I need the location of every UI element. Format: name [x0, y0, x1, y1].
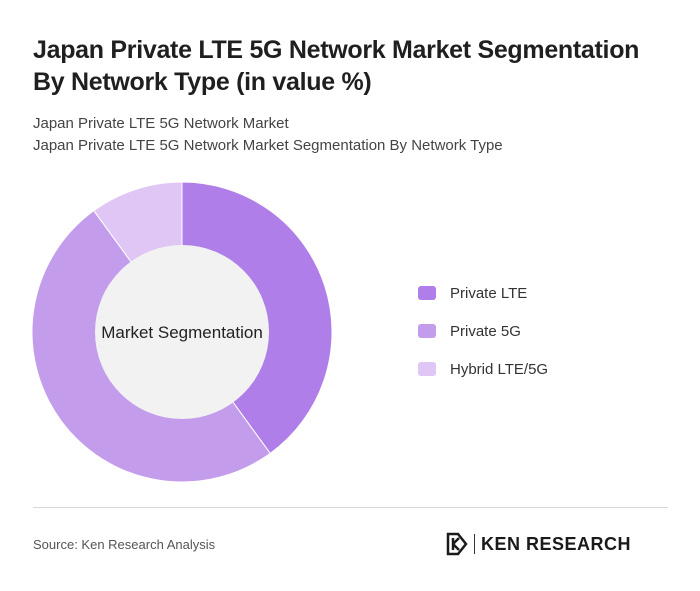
chart-legend: Private LTE Private 5G Hybrid LTE/5G: [418, 283, 548, 397]
source-note: Source: Ken Research Analysis: [33, 537, 216, 552]
donut-hole: [95, 245, 269, 419]
brand-separator: [474, 534, 475, 554]
legend-swatch-private-lte: [418, 286, 436, 300]
ken-logo-icon: [446, 532, 468, 556]
legend-item-hybrid: Hybrid LTE/5G: [418, 359, 548, 379]
donut-center-label: Market Segmentation: [101, 323, 263, 342]
legend-swatch-hybrid: [418, 362, 436, 376]
legend-label-private-5g: Private 5G: [450, 322, 521, 340]
legend-item-private-5g: Private 5G: [418, 321, 548, 341]
brand-name: KEN RESEARCH: [481, 533, 632, 554]
footer-divider: [33, 507, 668, 508]
legend-label-hybrid: Hybrid LTE/5G: [450, 360, 549, 378]
legend-label-private-lte: Private LTE: [450, 284, 528, 302]
legend-swatch-private-5g: [418, 324, 436, 338]
chart-area: Market Segmentation Private LTE Private …: [0, 170, 700, 490]
legend-item-private-lte: Private LTE: [418, 283, 548, 303]
brand-logo[interactable]: KEN RESEARCH: [446, 531, 631, 557]
subtitle-line-2: Japan Private LTE 5G Network Market Segm…: [33, 137, 503, 154]
subtitle-line-1: Japan Private LTE 5G Network Market: [33, 115, 289, 132]
chart-title: Japan Private LTE 5G Network Market Segm…: [33, 36, 640, 96]
chart-subtitle: Japan Private LTE 5G Network Market Japa…: [33, 113, 673, 157]
donut-chart: Market Segmentation: [31, 181, 333, 483]
